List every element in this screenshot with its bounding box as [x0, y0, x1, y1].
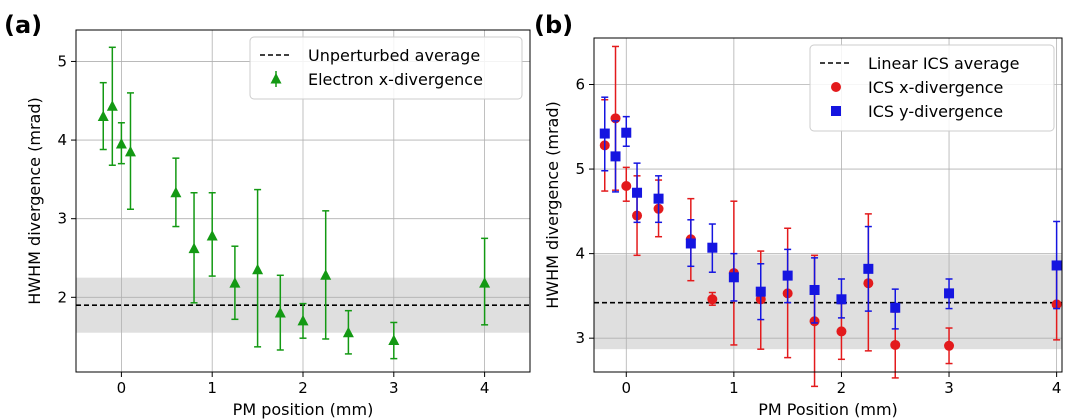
y-tick-label: 3 — [57, 210, 67, 228]
data-point — [188, 242, 200, 254]
y-tick-label: 4 — [575, 245, 585, 263]
data-point — [836, 326, 847, 337]
x-tick-label: 3 — [389, 379, 399, 397]
data-point — [252, 263, 264, 275]
data-point — [320, 269, 332, 280]
data-point — [755, 286, 766, 297]
legend-marker — [831, 82, 841, 92]
data-point — [653, 193, 664, 204]
y-tick-label: 6 — [575, 76, 585, 94]
legend: Linear ICS average ICS x-divergence ICS y-… — [809, 44, 1055, 132]
legend-label: ICS y-divergence — [868, 102, 1003, 121]
x-tick-label: 4 — [480, 379, 490, 397]
data-point — [707, 294, 718, 305]
data-point — [610, 151, 621, 162]
data-point — [297, 314, 309, 326]
y-tick-label: 5 — [575, 160, 585, 178]
panel-b: 0 1 2 3 4 3 4 5 6 PM Position (mm) HWHM divergence… — [534, 11, 1063, 419]
data-point — [115, 138, 127, 149]
data-point — [621, 180, 632, 191]
x-tick-label: 4 — [1052, 379, 1062, 397]
data-point — [170, 186, 182, 198]
x-tick-label: 0 — [622, 379, 632, 397]
data-point — [599, 128, 610, 139]
y-tick-label: 5 — [57, 52, 67, 70]
legend-marker — [831, 106, 841, 116]
x-axis-label: PM position (mm) — [233, 400, 374, 419]
x-tick-label: 1 — [207, 379, 217, 397]
data-point — [1051, 260, 1062, 271]
x-tick-label: 2 — [837, 379, 847, 397]
panel-a: 0 1 2 3 4 2 3 4 5 PM position (mm) HWHM divergence… — [4, 11, 531, 419]
data-point — [890, 339, 901, 350]
uncertainty-band — [594, 254, 1062, 350]
plot-frame — [593, 37, 1063, 373]
y-tick-label: 2 — [57, 288, 67, 306]
data-point — [479, 277, 491, 288]
data-point — [944, 340, 955, 351]
x-axis-label: PM Position (mm) — [758, 400, 898, 419]
data-point — [388, 334, 400, 346]
data-point — [836, 294, 847, 305]
x-tick-label: 1 — [729, 379, 739, 397]
data-point — [97, 110, 109, 121]
series-triangle — [97, 46, 491, 360]
data-point — [632, 187, 643, 198]
data-point — [621, 127, 632, 138]
data-point — [782, 270, 793, 281]
data-point — [206, 229, 218, 241]
y-axis-label: HWHM divergence (mrad) — [543, 101, 562, 308]
data-point — [106, 100, 118, 111]
data-point — [274, 307, 286, 318]
data-point — [124, 145, 136, 157]
legend-label: ICS x-divergence — [868, 78, 1003, 97]
x-tick-label: 0 — [117, 379, 127, 397]
panel-label: (a) — [4, 11, 42, 39]
legend-label: Electron x-divergence — [308, 70, 483, 89]
panel-label: (b) — [534, 11, 573, 39]
legend-box — [809, 44, 1055, 132]
x-tick-label: 2 — [298, 379, 308, 397]
legend-box — [249, 36, 523, 100]
data-point — [890, 302, 901, 313]
data-point — [809, 284, 820, 295]
legend: Unperturbed average Electron x-divergence — [249, 36, 523, 100]
legend-label: Linear ICS average — [868, 54, 1019, 73]
data-point — [863, 263, 874, 274]
y-tick-label: 4 — [57, 131, 67, 149]
data-point — [229, 277, 241, 288]
data-point — [944, 288, 955, 299]
legend-marker — [270, 73, 282, 84]
legend-label: Unperturbed average — [308, 46, 480, 65]
data-point — [685, 238, 696, 249]
x-tick-label: 3 — [944, 379, 954, 397]
data-point — [707, 242, 718, 253]
y-axis-label: HWHM divergence (mrad) — [25, 97, 44, 304]
data-point — [342, 326, 354, 338]
series-square — [599, 96, 1062, 330]
y-tick-label: 3 — [575, 329, 585, 347]
data-point — [728, 272, 739, 283]
